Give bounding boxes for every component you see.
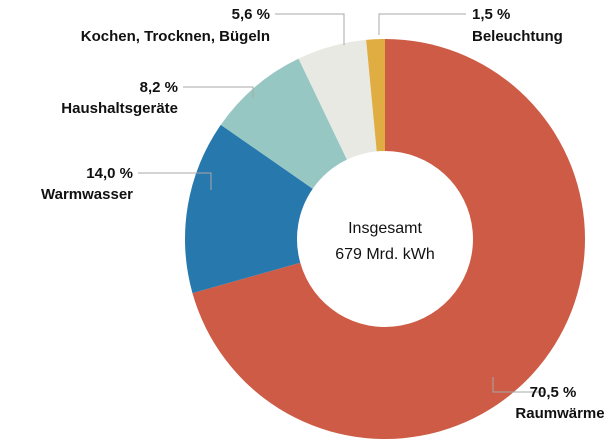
name-label-kochen-trocknen-buegeln: Kochen, Trocknen, Bügeln <box>81 28 270 45</box>
leader-line-warmwasser <box>138 172 212 190</box>
value-label-haushaltsgeraete: 8,2 % <box>140 79 178 96</box>
slice-haushaltsgeraete <box>220 58 347 189</box>
value-label-warmwasser: 14,0 % <box>86 165 133 182</box>
leader-line-raumwaerme <box>492 377 546 393</box>
slice-labels: 70,5 % Raumwärme 14,0 % Warmwasser 8,2 % Haus… <box>41 6 605 422</box>
value-label-kochen-trocknen-buegeln: 5,6 % <box>232 6 270 23</box>
donut-slices <box>184 39 585 439</box>
slice-raumwaerme <box>192 39 585 439</box>
value-label-beleuchtung: 1,5 % <box>472 6 510 23</box>
value-label-raumwaerme: 70,5 % <box>530 384 577 401</box>
slice-kochen-trocknen-buegeln <box>298 39 377 160</box>
center-label: Insgesamt 679 Mrd. kWh <box>335 220 435 263</box>
name-label-warmwasser: Warmwasser <box>41 186 133 203</box>
name-label-raumwaerme: Raumwärme <box>515 405 604 422</box>
center-label-total: Insgesamt <box>348 220 422 237</box>
leader-line-haushaltsgeraete <box>183 86 254 98</box>
leader-line-beleuchtung <box>378 13 466 35</box>
slice-warmwasser <box>184 124 313 294</box>
slice-beleuchtung <box>366 39 385 152</box>
leader-lines <box>138 13 546 393</box>
center-label-value: 679 Mrd. kWh <box>335 246 435 263</box>
leader-line-kochen-trocknen-buegeln <box>275 13 345 45</box>
name-label-haushaltsgeraete: Haushaltsgeräte <box>61 100 178 117</box>
name-label-beleuchtung: Beleuchtung <box>472 28 563 45</box>
